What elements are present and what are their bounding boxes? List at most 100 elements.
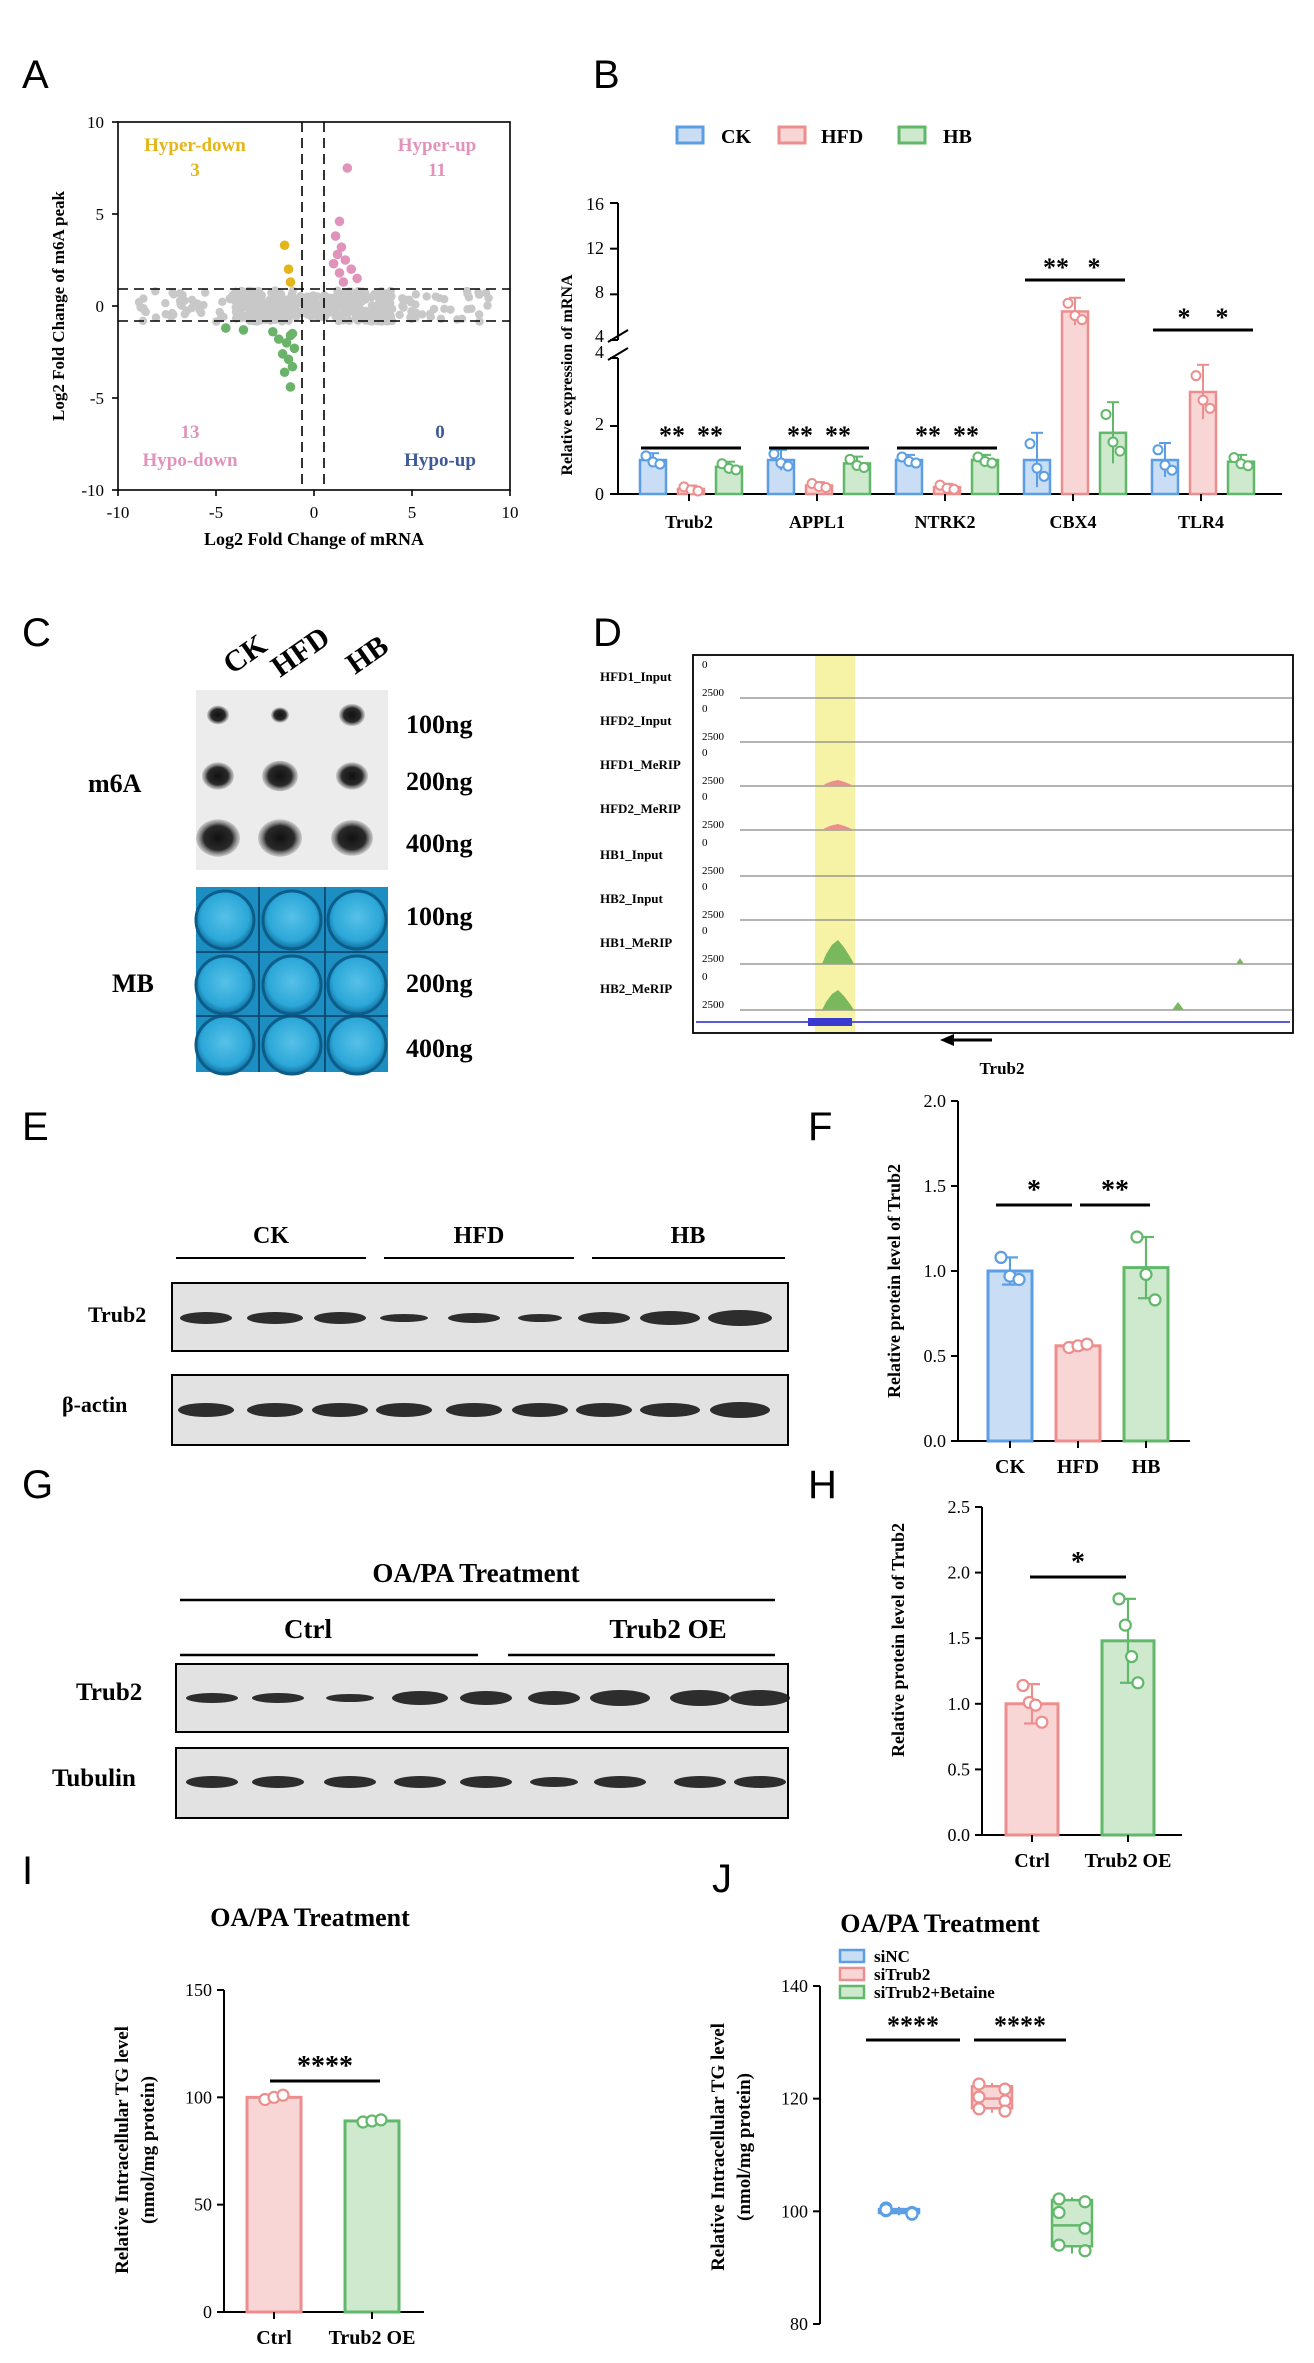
ytick-label: 1.0 bbox=[924, 1261, 947, 1281]
track-label: HB1_MeRIP bbox=[600, 935, 672, 950]
j-ylabel-2: (nmol/mg protein) bbox=[734, 2073, 755, 2221]
data-point bbox=[1052, 2205, 1066, 2220]
sig-label: **** bbox=[297, 2051, 353, 2082]
sig-point-2 bbox=[334, 216, 345, 227]
data-point bbox=[1035, 1715, 1049, 1729]
mb-well bbox=[326, 1014, 388, 1076]
quadrant-hypo-down-label: Hypo-down bbox=[142, 450, 237, 471]
blot-band bbox=[528, 1691, 580, 1705]
blot-band bbox=[312, 1403, 368, 1417]
j-legend-sitrub2: siTrub2 bbox=[874, 1965, 930, 1984]
b-data-point bbox=[1166, 464, 1178, 476]
c-col-ck: CK bbox=[217, 628, 273, 681]
b-xtick-label: Trub2 bbox=[665, 512, 713, 532]
ns-point bbox=[274, 296, 283, 305]
b-data-point bbox=[910, 457, 922, 469]
a-xtick-label: 10 bbox=[502, 503, 519, 522]
b-data-point bbox=[1038, 470, 1050, 482]
b-bar-hfd bbox=[1060, 310, 1090, 496]
blot-band bbox=[448, 1313, 500, 1323]
track-label: HB1_Input bbox=[600, 847, 664, 862]
b-data-point bbox=[654, 458, 666, 470]
sig-point-2 bbox=[340, 255, 351, 265]
blot-band bbox=[380, 1314, 428, 1322]
track-scale-top: 0 bbox=[702, 881, 708, 893]
m6a-dot bbox=[336, 762, 368, 790]
ns-point bbox=[332, 313, 341, 322]
b-sig-label: ** bbox=[825, 421, 851, 450]
c-row-100ng-mb: 100ng bbox=[406, 902, 472, 931]
panel-i: I OA/PA Treatment Relative Intracellular… bbox=[22, 1849, 424, 2349]
c-col-hfd: HFD bbox=[265, 620, 336, 683]
ns-point bbox=[263, 303, 273, 313]
b-sig-label: * bbox=[1216, 303, 1229, 332]
b-data-point bbox=[1204, 402, 1216, 414]
ns-point bbox=[169, 290, 178, 299]
ns-point bbox=[226, 295, 235, 304]
ns-point bbox=[242, 297, 251, 306]
ns-point bbox=[187, 303, 196, 313]
blot-band bbox=[578, 1312, 630, 1324]
panel-e-letter: E bbox=[22, 1105, 49, 1149]
panel-b-legend: CK HFD HB bbox=[675, 125, 972, 148]
panel-d-letter: D bbox=[593, 611, 622, 655]
sig-point-2 bbox=[346, 264, 357, 275]
b-data-point bbox=[1076, 314, 1088, 326]
quadrant-hypo-down-count: 13 bbox=[181, 422, 200, 443]
a-xtick-label: -5 bbox=[209, 503, 223, 522]
data-point bbox=[1139, 1267, 1153, 1282]
blot-band bbox=[392, 1691, 448, 1705]
e-group-hfd: HFD bbox=[454, 1223, 505, 1249]
track-scale-bottom: 2500 bbox=[702, 999, 725, 1011]
b-data-point bbox=[1062, 297, 1074, 309]
ns-point bbox=[453, 315, 462, 324]
xtick-label: Trub2 OE bbox=[329, 2327, 416, 2349]
sig-point-1 bbox=[283, 264, 294, 275]
ns-point bbox=[440, 295, 449, 304]
b-sig-label: ** bbox=[915, 421, 941, 450]
mb-well bbox=[194, 1014, 256, 1076]
b-data-point bbox=[858, 461, 870, 473]
sig-point-1 bbox=[279, 240, 290, 251]
track-label: HB2_MeRIP bbox=[600, 981, 672, 996]
ns-point bbox=[249, 298, 259, 307]
ytick-label: 1.5 bbox=[948, 1628, 971, 1648]
sig-point-3 bbox=[238, 325, 249, 335]
blot-band bbox=[314, 1312, 366, 1324]
sig-point-3 bbox=[279, 367, 290, 378]
sig-point-3 bbox=[277, 349, 288, 359]
b-data-point bbox=[1159, 459, 1171, 471]
g-title: OA/PA Treatment bbox=[372, 1558, 579, 1588]
blot-band bbox=[710, 1402, 770, 1418]
b-ytick-4-upper: 4 bbox=[595, 326, 604, 346]
data-point bbox=[1124, 1649, 1139, 1664]
data-point bbox=[1052, 2238, 1066, 2252]
panel-j-chart: 140 120 100 80 **** **** bbox=[781, 1976, 1094, 2334]
c-block-m6a: m6A bbox=[88, 769, 142, 798]
data-point bbox=[1028, 1698, 1043, 1712]
panel-a-points bbox=[134, 163, 493, 392]
blot-band bbox=[376, 1403, 432, 1417]
ytick-label: 2.0 bbox=[948, 1563, 971, 1583]
panel-g-letter: G bbox=[22, 1463, 53, 1507]
b-ytick-12: 12 bbox=[586, 238, 604, 258]
sig-point-3 bbox=[273, 334, 284, 344]
sig-point-2 bbox=[332, 249, 343, 260]
m6a-dot bbox=[271, 707, 289, 723]
ns-point bbox=[353, 288, 363, 297]
ns-point bbox=[288, 286, 297, 295]
data-point bbox=[905, 2206, 919, 2221]
j-legend-sinc-swatch bbox=[838, 1948, 866, 1964]
track-scale-top: 0 bbox=[702, 703, 708, 715]
ns-point bbox=[411, 290, 421, 299]
c-row-100ng-m6a: 100ng bbox=[406, 710, 472, 739]
track-label: HFD1_Input bbox=[600, 669, 672, 684]
track-label: HFD2_Input bbox=[600, 713, 672, 728]
mb-well bbox=[326, 889, 388, 951]
ns-point bbox=[267, 288, 276, 297]
ytick-label: 0.5 bbox=[924, 1346, 947, 1366]
b-xtick-label: TLR4 bbox=[1178, 512, 1224, 532]
ns-point bbox=[353, 316, 363, 325]
data-point bbox=[1052, 2192, 1066, 2206]
gene-name: Trub2 bbox=[979, 1059, 1024, 1078]
